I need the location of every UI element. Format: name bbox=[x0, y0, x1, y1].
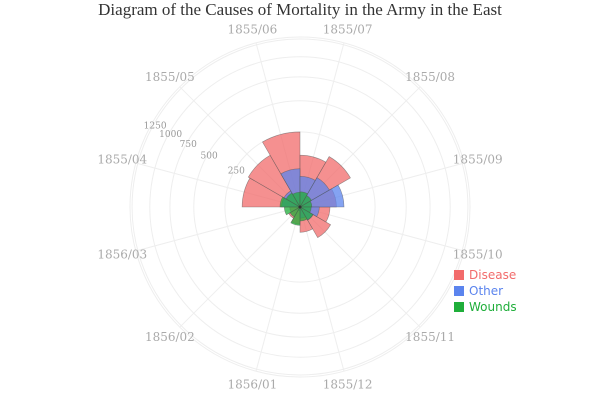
outer-circle bbox=[129, 36, 471, 378]
legend-label: Other bbox=[469, 284, 504, 298]
angular-grid-line bbox=[179, 206, 301, 328]
bar-wounds bbox=[290, 205, 301, 226]
bar-wounds bbox=[284, 206, 302, 216]
angular-grid-line bbox=[299, 206, 345, 372]
radial-tick-label: 750 bbox=[180, 140, 197, 150]
bar-wounds bbox=[299, 206, 314, 221]
chart-title: Diagram of the Causes of Mortality in th… bbox=[98, 0, 502, 19]
legend-item-disease[interactable]: Disease bbox=[454, 267, 517, 283]
legend-swatch bbox=[454, 270, 464, 280]
angular-tick-label: 1855/08 bbox=[405, 70, 455, 84]
angular-tick-label: 1855/07 bbox=[323, 22, 373, 36]
angular-tick-label: 1856/03 bbox=[97, 248, 147, 262]
center-point bbox=[298, 205, 302, 209]
angular-tick-label: 1856/02 bbox=[145, 330, 195, 344]
angular-tick-label: 1856/01 bbox=[227, 378, 277, 392]
legend-label: Wounds bbox=[469, 300, 517, 314]
radial-tick-label: 250 bbox=[228, 167, 245, 177]
angular-tick-label: 1855/04 bbox=[97, 152, 147, 166]
angular-tick-label: 1855/11 bbox=[405, 330, 455, 344]
angular-tick-label: 1855/09 bbox=[453, 152, 503, 166]
angular-tick-label: 1855/06 bbox=[227, 22, 277, 36]
bar-wounds bbox=[299, 195, 312, 208]
angular-tick-label: 1855/12 bbox=[323, 378, 373, 392]
angular-grid-line bbox=[135, 206, 301, 252]
bar-wounds bbox=[285, 192, 301, 208]
legend-label: Disease bbox=[469, 268, 517, 282]
angular-grid-line bbox=[255, 206, 301, 372]
bar-other bbox=[298, 184, 345, 208]
legend-item-other[interactable]: Other bbox=[454, 283, 517, 299]
angular-tick-label: 1855/10 bbox=[453, 248, 503, 262]
legend-swatch bbox=[454, 302, 464, 312]
radial-tick-label: 500 bbox=[201, 152, 218, 162]
legend-item-wounds[interactable]: Wounds bbox=[454, 299, 517, 315]
grid-circle bbox=[193, 100, 407, 314]
legend-swatch bbox=[454, 286, 464, 296]
radial-tick-label: 1250 bbox=[144, 122, 167, 132]
grid-circle bbox=[149, 56, 451, 358]
grid-circle bbox=[131, 38, 469, 376]
angular-tick-label: 1855/05 bbox=[145, 70, 195, 84]
grid-circle bbox=[169, 76, 431, 338]
legend: Disease Other Wounds bbox=[454, 267, 517, 315]
radial-tick-label: 1000 bbox=[159, 130, 182, 140]
bar-wounds bbox=[279, 196, 302, 208]
bar-wounds bbox=[298, 200, 313, 208]
